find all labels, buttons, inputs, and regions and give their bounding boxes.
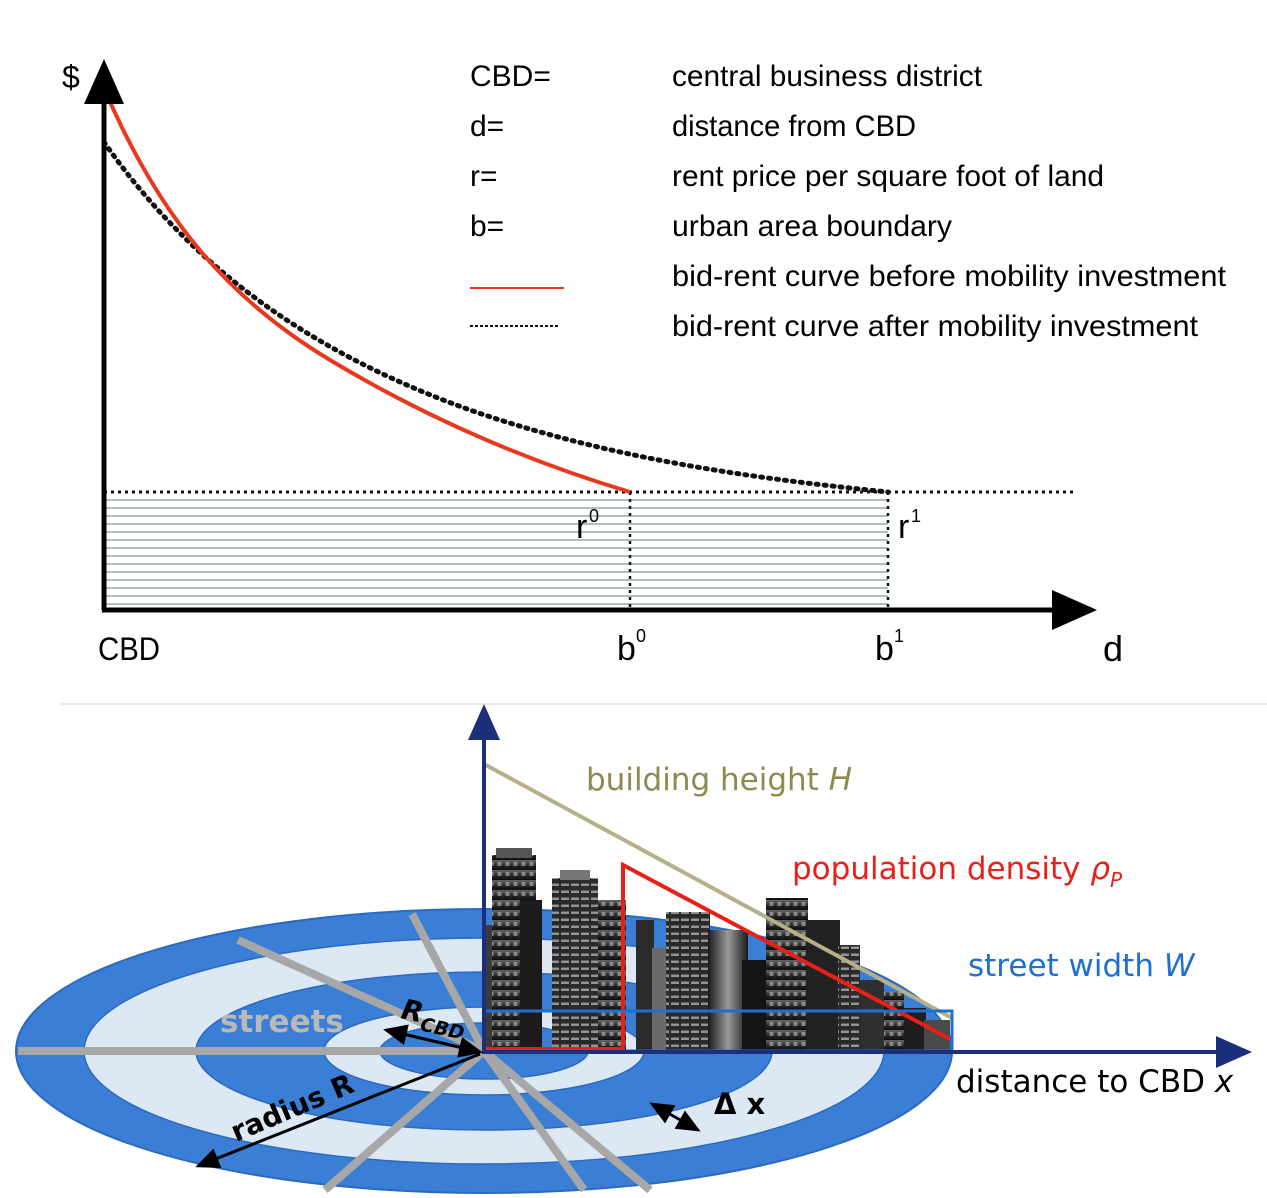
bid-rent-panel: $ d CBD b 0 b 1 r 0 r 1 CBD= central bus… [62,59,1227,669]
svg-text:0: 0 [636,626,646,646]
legend-key: d= [470,110,504,143]
legend-text: central business district [672,60,983,93]
b0-label: b 0 [617,626,646,668]
legend-key: CBD= [470,60,551,93]
x-axis-label: d [1103,628,1123,669]
street-width-label: street width W [968,948,1196,984]
b1-label: b 1 [875,626,904,668]
building-height-label: building height H [586,762,852,798]
r1-label: r 1 [898,506,921,546]
svg-text:r: r [898,508,909,546]
svg-text:1: 1 [911,506,921,526]
svg-text:r: r [576,508,587,546]
svg-text:b: b [617,630,636,668]
svg-text:1: 1 [894,626,904,646]
population-density-label: population density ρP [792,851,1123,892]
radius-arrow [195,1052,481,1169]
distance-axis-label: distance to CBD x [956,1064,1234,1100]
legend-key: b= [470,210,504,243]
legend-row-before: bid-rent curve before mobility investmen… [470,260,1227,293]
legend-row-b: b= urban area boundary [470,210,952,243]
legend-row-r: r= rent price per square foot of land [470,160,1104,193]
delta-x-arrow [649,1102,701,1132]
urban-model-panel: building height H population density ρP … [15,704,1252,1194]
svg-text:0: 0 [589,506,599,526]
origin-label: CBD [98,631,160,667]
building-height-line [483,762,953,1020]
delta-x-label: Δ x [714,1087,766,1121]
legend-row-d: d= distance from CBD [470,110,916,143]
legend-row-cbd: CBD= central business district [470,60,983,93]
population-density-line [484,861,953,1051]
curve-before-investment [102,87,631,494]
legend-text: distance from CBD [672,110,916,143]
legend-text: bid-rent curve after mobility investment [672,310,1199,343]
urban-area-hatching [104,499,888,605]
legend-text: rent price per square foot of land [672,160,1104,193]
streets-label: streets [220,1004,344,1040]
city-skyline [484,848,950,1051]
y-axis-label: $ [62,59,80,95]
legend-row-after: bid-rent curve after mobility investment [470,310,1199,343]
r0-label: r 0 [576,506,599,546]
legend: CBD= central business district d= distan… [470,60,1227,343]
legend-key: r= [470,160,498,193]
rcbd-arrow [383,1024,483,1058]
legend-text: urban area boundary [672,210,952,243]
legend-text: bid-rent curve before mobility investmen… [672,260,1227,293]
svg-text:b: b [875,630,894,668]
